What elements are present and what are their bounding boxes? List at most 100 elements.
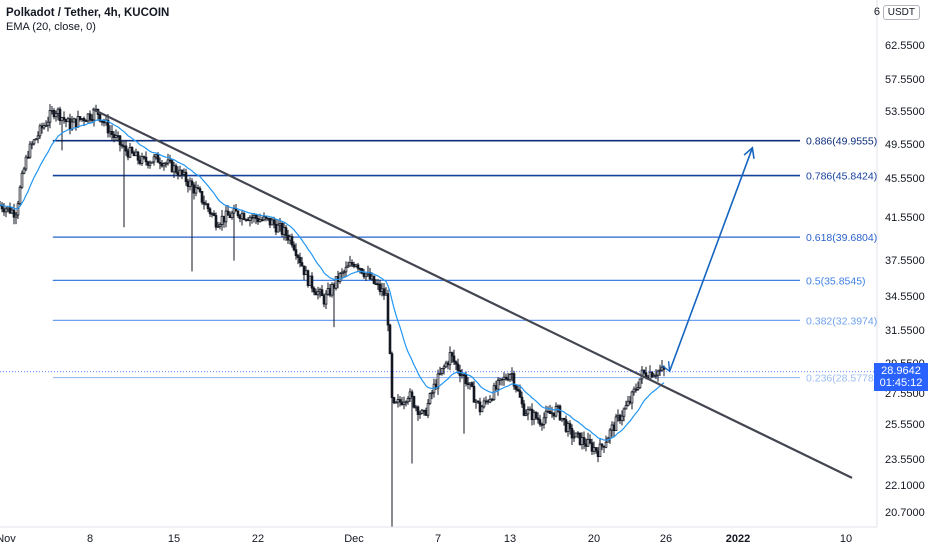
candle-body [486, 400, 490, 403]
candle-body [112, 134, 116, 138]
candle-body [372, 275, 376, 284]
candle-body [656, 370, 660, 376]
candle-body [310, 275, 314, 289]
candle-body [144, 156, 148, 163]
candle-body [418, 412, 422, 415]
candle-body [240, 213, 244, 220]
candle-body [600, 443, 604, 447]
y-tick-label: 22.1000 [885, 480, 925, 492]
candle-body [110, 131, 114, 135]
candle-body [262, 216, 266, 221]
candle-body [650, 371, 654, 378]
candle-body [206, 203, 210, 210]
candle-body [570, 428, 574, 439]
candle-body [398, 399, 402, 403]
candle-body [488, 398, 492, 403]
trendline[interactable] [91, 108, 853, 479]
candle-body [346, 265, 350, 268]
candle-body [46, 121, 50, 126]
candle-body [386, 293, 390, 326]
arrow-shaft [668, 147, 754, 372]
candle-body [412, 396, 416, 408]
candle-body [544, 410, 548, 419]
x-tick-label: 10 [840, 533, 852, 545]
candle-body [44, 125, 48, 127]
candle-body [254, 214, 258, 219]
candle-body [422, 409, 426, 412]
candle-body [636, 387, 640, 390]
candle-body [214, 215, 218, 228]
candle-body [192, 184, 196, 194]
x-tick-label: 2022 [726, 533, 750, 545]
candle-body [496, 379, 500, 390]
candle-body [614, 416, 618, 432]
candle-body [556, 405, 560, 408]
candle-body [98, 114, 102, 122]
candle-body [322, 295, 326, 305]
price-axis[interactable]: 62.5500 57.5500 53.5500 49.5500 45.5500 41.55… [885, 40, 925, 519]
candle-body [384, 293, 388, 296]
candle-body [390, 353, 394, 398]
candle-body [396, 399, 400, 403]
candle-body [128, 146, 132, 158]
candle-body [462, 374, 466, 377]
candle-body [546, 410, 550, 413]
candle-body [376, 283, 380, 286]
candle-body [210, 213, 214, 215]
candle-body [182, 171, 186, 175]
candle-body [620, 415, 624, 421]
candle-body [470, 382, 474, 387]
x-tick-label: 13 [504, 533, 516, 545]
candle-body [118, 135, 122, 146]
candle-body [512, 373, 516, 387]
fib-level-label: 0.236(28.5778) [806, 373, 877, 385]
candle-body [560, 417, 564, 421]
y-tick-label: 45.5500 [885, 173, 925, 185]
candle-body [260, 219, 264, 222]
candle-body [566, 423, 570, 432]
candle-body [448, 352, 452, 366]
currency-button[interactable]: USDT [882, 5, 920, 20]
candle-body [592, 447, 596, 452]
candle-body [584, 443, 588, 447]
y-tick-label: 20.7000 [885, 507, 925, 519]
candle-body [222, 215, 226, 223]
candle-body [630, 391, 634, 404]
candle-body [568, 423, 572, 429]
chart-legend: Polkadot / Tether, 4h, KUCOIN EMA (20, c… [6, 6, 169, 34]
x-tick-label: 8 [87, 533, 93, 545]
x-tick-label: 26 [660, 533, 672, 545]
candle-body [168, 159, 172, 162]
candle-body [340, 271, 344, 275]
candle-body [120, 144, 124, 147]
candle-body [264, 216, 268, 219]
candle-body [242, 213, 246, 220]
candle-body [528, 408, 532, 411]
candle-body [300, 262, 304, 267]
candle-body [292, 244, 296, 251]
candle-body [82, 118, 86, 121]
candle-body [50, 110, 54, 112]
candle-body [602, 445, 606, 448]
projection-arrow[interactable] [661, 146, 755, 373]
candle-body [2, 208, 6, 213]
candle-body [554, 406, 558, 417]
candle-body [538, 419, 542, 425]
candle-body [204, 203, 208, 206]
candle-body [258, 219, 262, 223]
time-axis[interactable]: Nov 8 15 22 Dec 7 13 20 26 2022 10 [0, 533, 852, 545]
candle-body [478, 401, 482, 413]
x-tick-label: 7 [435, 533, 441, 545]
candle-body [356, 264, 360, 269]
candle-body [248, 216, 252, 221]
candle-body [124, 145, 128, 152]
candle-body [268, 217, 272, 226]
fib-retracement[interactable]: 0.236(28.5778) 0.382(32.3974) 0.5(35.8545)… [52, 136, 877, 385]
candle-body [136, 151, 140, 161]
candle-body [28, 143, 32, 158]
candle-body [276, 224, 280, 233]
candle-body [428, 393, 432, 404]
candle-body [532, 412, 536, 420]
candle-body [114, 135, 118, 138]
